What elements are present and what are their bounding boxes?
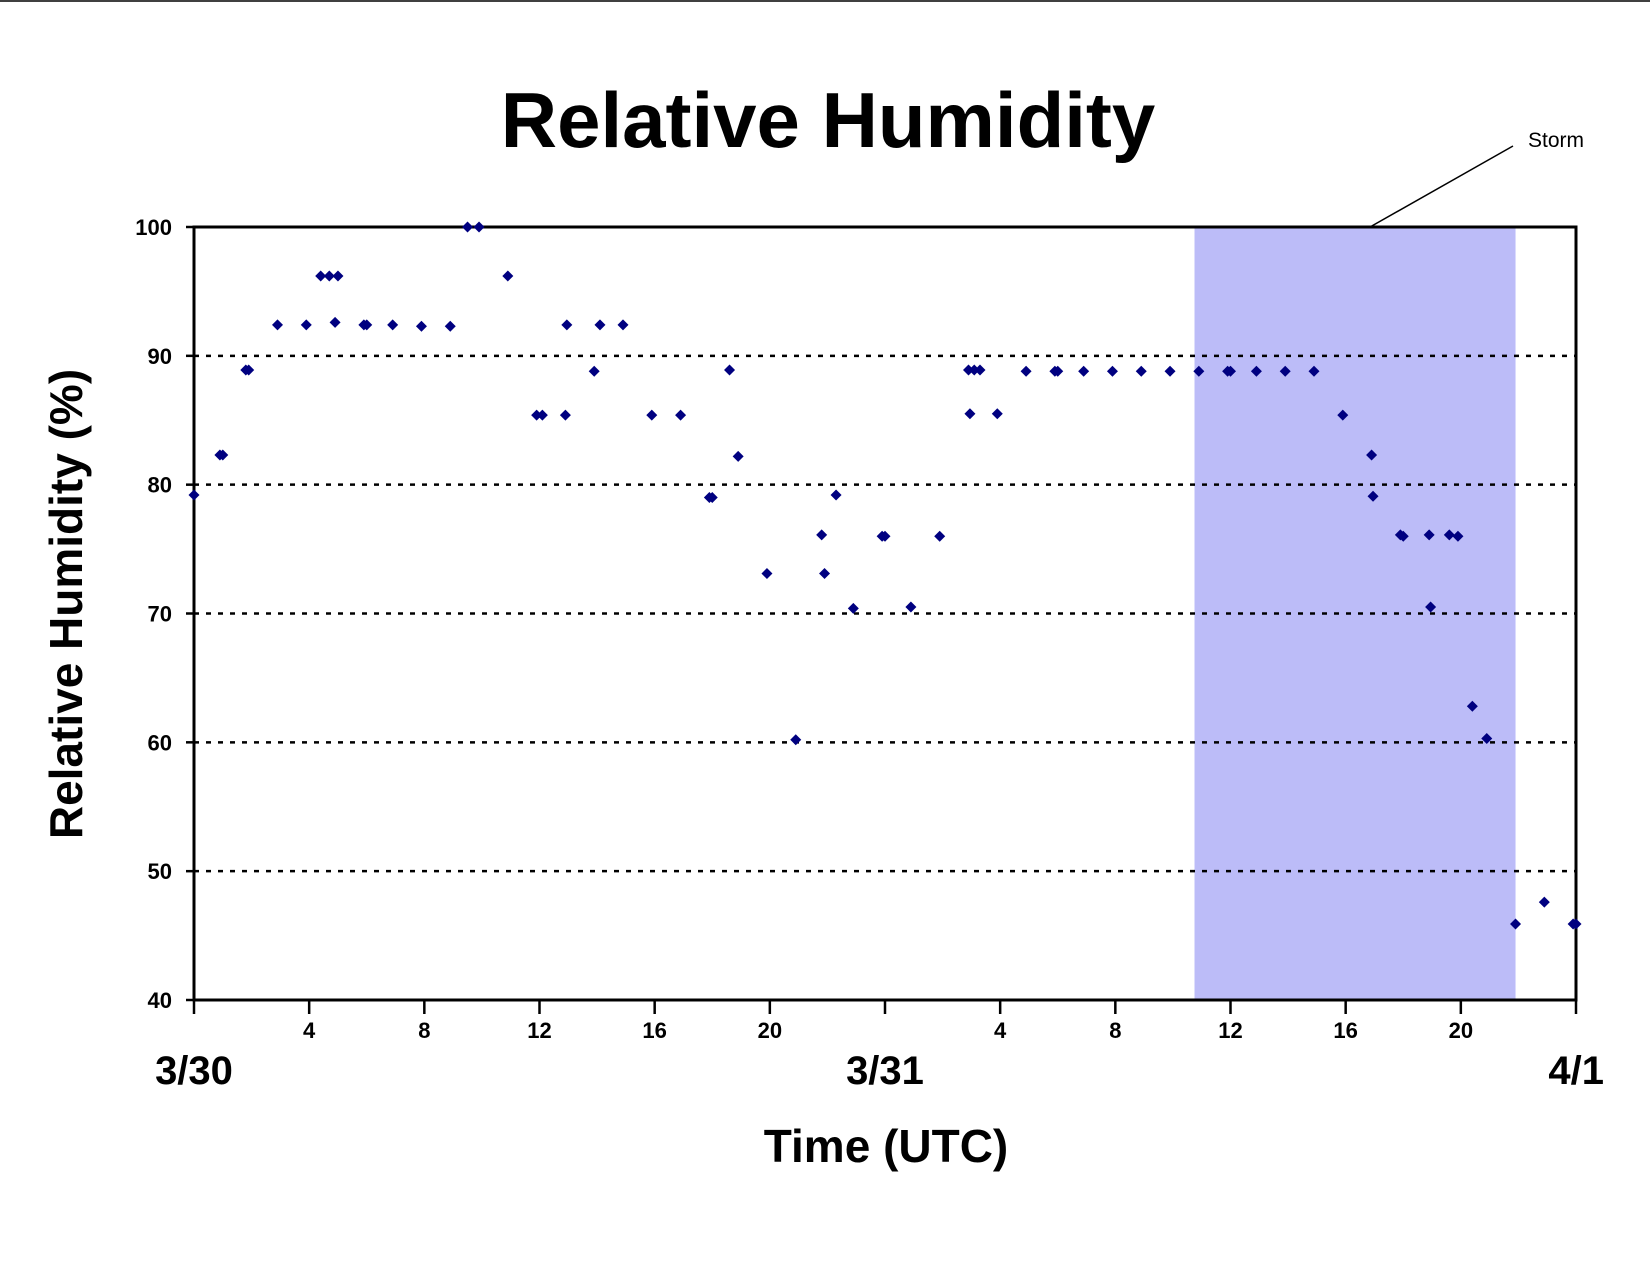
data-point bbox=[1510, 918, 1522, 930]
storm-band-layer: Storm bbox=[1194, 129, 1584, 1000]
y-tick-label: 70 bbox=[148, 602, 172, 627]
data-point bbox=[1135, 365, 1147, 377]
data-point bbox=[329, 316, 341, 328]
data-point bbox=[879, 530, 891, 542]
data-point bbox=[1570, 918, 1582, 930]
data-point bbox=[790, 734, 802, 746]
data-point bbox=[188, 489, 200, 501]
date-label: 3/30 bbox=[155, 1049, 233, 1093]
data-point bbox=[1443, 529, 1455, 541]
gridlines bbox=[194, 354, 1576, 873]
storm-leader-line bbox=[1369, 145, 1514, 228]
data-point bbox=[991, 408, 1003, 420]
data-point bbox=[444, 320, 456, 332]
data-point bbox=[646, 409, 658, 421]
data-point bbox=[1193, 365, 1205, 377]
data-points bbox=[188, 221, 1582, 930]
data-point bbox=[847, 602, 859, 614]
data-point bbox=[217, 449, 229, 461]
data-point bbox=[819, 568, 831, 580]
data-point bbox=[724, 364, 736, 376]
x-tick-label: 4 bbox=[994, 1018, 1007, 1043]
data-point bbox=[1020, 365, 1032, 377]
chart-title: Relative Humidity bbox=[501, 76, 1156, 164]
data-point bbox=[962, 364, 974, 376]
data-point bbox=[1538, 896, 1550, 908]
y-tick-label: 80 bbox=[148, 473, 172, 498]
data-point bbox=[1452, 530, 1464, 542]
data-point bbox=[502, 270, 514, 282]
data-point bbox=[830, 489, 842, 501]
x-tick-label: 20 bbox=[758, 1018, 782, 1043]
data-point bbox=[1397, 530, 1409, 542]
x-tick-label: 16 bbox=[642, 1018, 666, 1043]
data-point bbox=[1225, 365, 1236, 377]
y-tick-label: 60 bbox=[148, 730, 172, 755]
y-tick-label: 90 bbox=[148, 344, 172, 369]
x-tick-label: 12 bbox=[1218, 1018, 1242, 1043]
data-point bbox=[1250, 365, 1262, 377]
data-point bbox=[561, 319, 573, 331]
data-point bbox=[1367, 490, 1379, 502]
x-tick-label: 8 bbox=[1109, 1018, 1121, 1043]
data-point bbox=[905, 601, 917, 613]
data-point bbox=[816, 529, 828, 541]
data-point bbox=[473, 221, 485, 233]
data-point bbox=[1164, 365, 1176, 377]
data-point bbox=[1425, 601, 1437, 613]
date-label: 3/31 bbox=[846, 1049, 924, 1093]
data-point bbox=[415, 320, 427, 332]
x-tick-label: 20 bbox=[1449, 1018, 1473, 1043]
data-point bbox=[594, 319, 606, 331]
x-tick-label: 8 bbox=[418, 1018, 430, 1043]
data-point bbox=[1078, 365, 1090, 377]
storm-band bbox=[1194, 227, 1516, 1000]
data-point bbox=[761, 568, 773, 580]
data-point bbox=[462, 221, 474, 233]
data-point bbox=[964, 408, 976, 420]
data-point bbox=[271, 319, 283, 331]
data-point bbox=[361, 319, 373, 331]
data-point bbox=[300, 319, 312, 331]
data-point bbox=[675, 409, 687, 421]
axes: 40 50 60 70 80 90 100 4 8 12 16 20 4 8 12 16 20 3/30 3/31 4… bbox=[135, 215, 1604, 1093]
data-point bbox=[732, 450, 744, 462]
data-point bbox=[323, 270, 335, 282]
data-point bbox=[1106, 365, 1118, 377]
data-point bbox=[559, 409, 571, 421]
data-point bbox=[387, 319, 399, 331]
data-point bbox=[1481, 732, 1493, 744]
x-tick-label: 16 bbox=[1333, 1018, 1357, 1043]
data-point bbox=[588, 365, 600, 377]
data-point bbox=[1052, 365, 1064, 377]
data-point bbox=[617, 319, 629, 331]
date-label: 4/1 bbox=[1548, 1049, 1604, 1093]
y-tick-label: 50 bbox=[148, 859, 172, 884]
data-point bbox=[531, 409, 543, 421]
data-point bbox=[1279, 365, 1291, 377]
y-tick-label: 100 bbox=[135, 215, 172, 240]
data-point bbox=[315, 270, 327, 282]
data-point bbox=[332, 270, 344, 282]
storm-label: Storm bbox=[1528, 129, 1584, 152]
y-tick-label: 40 bbox=[148, 988, 172, 1013]
data-point bbox=[934, 530, 946, 542]
data-point bbox=[1308, 365, 1320, 377]
data-point bbox=[243, 364, 255, 376]
data-point bbox=[1337, 409, 1349, 421]
data-point bbox=[706, 492, 718, 504]
data-point bbox=[1423, 529, 1435, 541]
y-axis-title: Relative Humidity (%) bbox=[40, 369, 92, 839]
data-point bbox=[1366, 449, 1378, 461]
data-point bbox=[974, 364, 986, 376]
x-axis-title: Time (UTC) bbox=[764, 1120, 1009, 1172]
data-point bbox=[536, 409, 548, 421]
data-point bbox=[1466, 700, 1478, 712]
x-tick-label: 4 bbox=[303, 1018, 316, 1043]
x-tick-label: 12 bbox=[527, 1018, 551, 1043]
data-point bbox=[968, 364, 980, 376]
